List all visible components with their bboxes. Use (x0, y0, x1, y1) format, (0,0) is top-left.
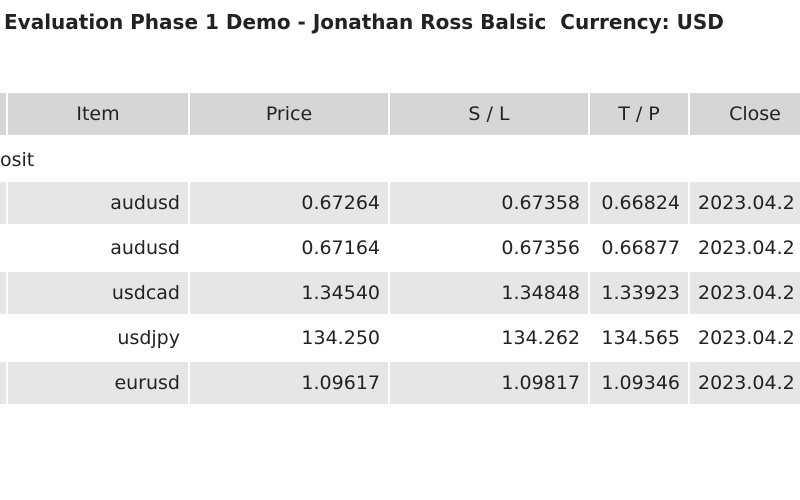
table-cell: audusd (8, 182, 188, 224)
table-cell: 2023.04.2 (698, 327, 795, 349)
table-cell: 0.67264 (190, 182, 388, 224)
section-label: osit (0, 149, 35, 171)
table-cell: 1.33923 (590, 272, 688, 314)
table-cell: audusd (110, 237, 180, 259)
table-cell: 0.67356 (501, 237, 580, 259)
table-cell: 2023.04.2 (690, 272, 800, 314)
table-cell: 134.565 (601, 327, 680, 349)
table-cell: 0.67164 (301, 237, 380, 259)
table-cell: usdjpy (117, 327, 180, 349)
row-lead-cell (0, 362, 6, 404)
column-header: Close (690, 93, 800, 135)
table-cell: 1.34848 (390, 272, 588, 314)
table-cell: 1.09617 (190, 362, 388, 404)
row-lead-cell (0, 317, 6, 359)
column-header: S / L (390, 93, 588, 135)
table-cell: 1.09346 (590, 362, 688, 404)
table-cell: 134.250 (301, 327, 380, 349)
table-cell: usdcad (8, 272, 188, 314)
table-cell: 0.66824 (590, 182, 688, 224)
column-header: Price (190, 93, 388, 135)
table-cell: 0.67358 (390, 182, 588, 224)
report-title: Evaluation Phase 1 Demo - Jonathan Ross … (4, 10, 724, 34)
row-lead-cell (0, 182, 6, 224)
table-cell: 1.09817 (390, 362, 588, 404)
table-cell: 134.262 (501, 327, 580, 349)
table-cell: 0.66877 (601, 237, 680, 259)
column-header: T / P (590, 93, 688, 135)
table-cell: 2023.04.2 (690, 362, 800, 404)
column-header: Item (8, 93, 188, 135)
table-cell: 2023.04.2 (690, 182, 800, 224)
table-cell: eurusd (8, 362, 188, 404)
table-cell: 1.34540 (190, 272, 388, 314)
row-lead-cell (0, 227, 6, 269)
header-cell (0, 93, 6, 135)
row-lead-cell (0, 272, 6, 314)
table-cell: 2023.04.2 (698, 237, 795, 259)
